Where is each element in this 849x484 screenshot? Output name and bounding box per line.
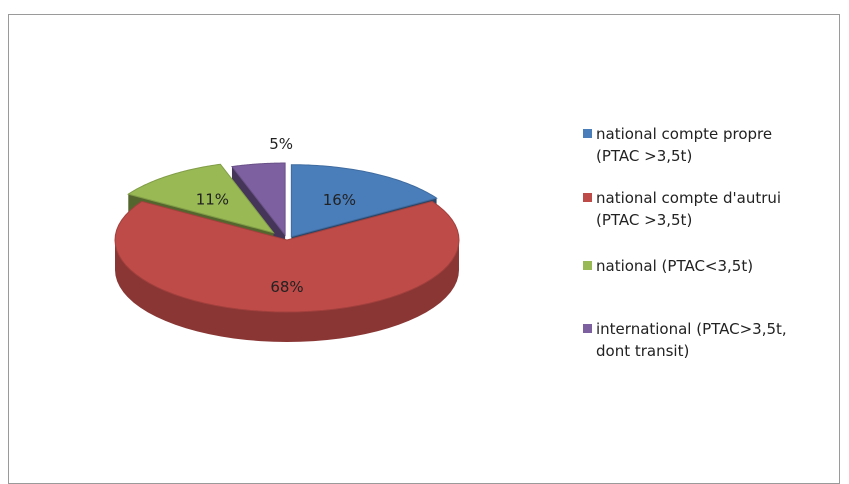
legend-label: national (PTAC<3,5t) [596, 257, 754, 275]
legend-label: national compte propre (PTAC >3,5t) [596, 125, 773, 165]
data-label-11: 11% [196, 191, 229, 209]
legend-item-national-ptac-moins: national (PTAC<3,5t) [583, 255, 753, 277]
legend-swatch-blue [583, 129, 592, 138]
legend-swatch-green [583, 261, 592, 270]
data-label-5: 5% [269, 135, 293, 153]
legend-item-international: international (PTAC>3,5t, dont transit) [583, 318, 787, 362]
data-label-68: 68% [270, 278, 303, 296]
legend-swatch-red [583, 193, 592, 202]
pie-chart: 16% 68% 11% 5% [114, 135, 460, 342]
legend-item-national-compte-propre: national compte propre (PTAC >3,5t) [583, 123, 772, 167]
legend-label: international (PTAC>3,5t, dont transit) [596, 320, 787, 360]
legend-label: national compte d'autrui (PTAC >3,5t) [596, 189, 782, 229]
slice-national-compte-autrui [114, 200, 460, 342]
data-label-16: 16% [323, 191, 356, 209]
legend-item-national-compte-autrui: national compte d'autrui (PTAC >3,5t) [583, 187, 781, 231]
legend-swatch-purple [583, 324, 592, 333]
